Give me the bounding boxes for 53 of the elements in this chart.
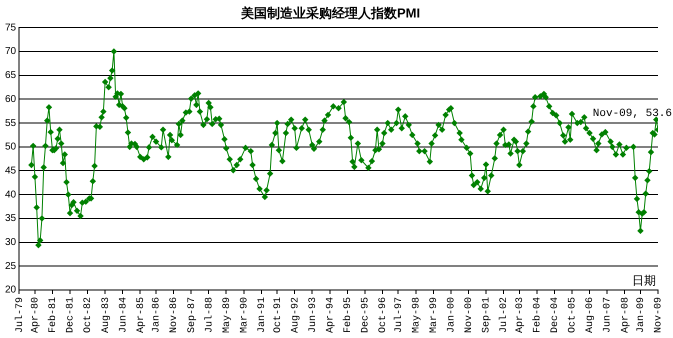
x-tick-label: Feb-81 — [47, 296, 60, 334]
x-tick-label: Apr-08 — [620, 296, 632, 334]
x-tick-label: Jan-00 — [446, 296, 458, 334]
x-tick-label: Jul-02 — [498, 296, 510, 334]
x-tick-label: Aug-92 — [290, 296, 302, 334]
x-tick-label: Oct-96 — [378, 296, 390, 334]
y-tick-label: 45 — [5, 165, 17, 176]
x-tick-label: Apr-80 — [30, 296, 42, 334]
x-tick-label: Oct-82 — [83, 296, 94, 334]
x-tick-label: Jun-07 — [602, 296, 614, 334]
y-tick-label: 70 — [5, 46, 17, 58]
x-tick-label: Apr-85 — [136, 296, 147, 334]
y-tick-label: 30 — [5, 237, 17, 248]
x-tick-label: Sep-01 — [482, 296, 493, 334]
x-tick-label: Mar-90 — [239, 296, 250, 334]
x-tick-label: Sep-87 — [186, 296, 198, 334]
y-tick-label: 65 — [5, 70, 17, 82]
annotation: Nov-09, 53.6 — [592, 108, 672, 120]
y-tick-label: 20 — [5, 284, 17, 296]
y-tick-label: 25 — [5, 260, 17, 272]
x-tick-label: Jul-79 — [14, 296, 26, 334]
y-tick-label: 40 — [5, 189, 17, 200]
x-tick-label: Jun-93 — [308, 296, 319, 334]
x-axis-title: 日期 — [632, 273, 656, 288]
x-tick-label: Aug-83 — [100, 296, 112, 334]
y-tick-label: 35 — [5, 213, 17, 224]
x-tick-label: Jun-84 — [118, 296, 130, 334]
x-tick-label: Oct-05 — [568, 296, 579, 334]
x-tick-label: Mar-99 — [428, 296, 440, 334]
x-tick-label: May-98 — [411, 296, 422, 334]
x-tick-label: May-89 — [222, 296, 233, 334]
x-tick-label: Jul-88 — [203, 296, 216, 334]
x-tick-label: Feb-04 — [532, 296, 544, 334]
x-tick-label: Jan-86 — [152, 296, 163, 334]
x-tick-label: Feb-95 — [342, 296, 354, 334]
y-tick-label: 75 — [5, 22, 17, 34]
y-tick-label: 55 — [5, 118, 17, 129]
x-tick-label: Aug-06 — [585, 296, 596, 334]
x-tick-label: Dec-95 — [360, 296, 372, 334]
x-tick-label: Jul-97 — [392, 296, 405, 334]
x-tick-label: Jan-09 — [636, 296, 648, 334]
x-tick-label: Oct-91 — [272, 296, 284, 334]
x-tick-label: Dec-81 — [66, 296, 77, 334]
y-tick-label: 50 — [5, 142, 17, 153]
x-tick-label: Apr-94 — [325, 296, 336, 334]
chart-title: 美国制造业采购经理人指数PMI — [240, 5, 420, 20]
x-tick-label: Dec-04 — [550, 296, 562, 334]
x-tick-label: Nov-00 — [464, 296, 476, 334]
y-tick-label: 60 — [5, 94, 17, 105]
x-tick-label: Jan-91 — [256, 296, 268, 334]
x-tick-label: Nov-86 — [169, 296, 180, 334]
x-tick-label: Apr-03 — [514, 296, 526, 334]
x-tick-label: Nov-09 — [654, 296, 665, 334]
